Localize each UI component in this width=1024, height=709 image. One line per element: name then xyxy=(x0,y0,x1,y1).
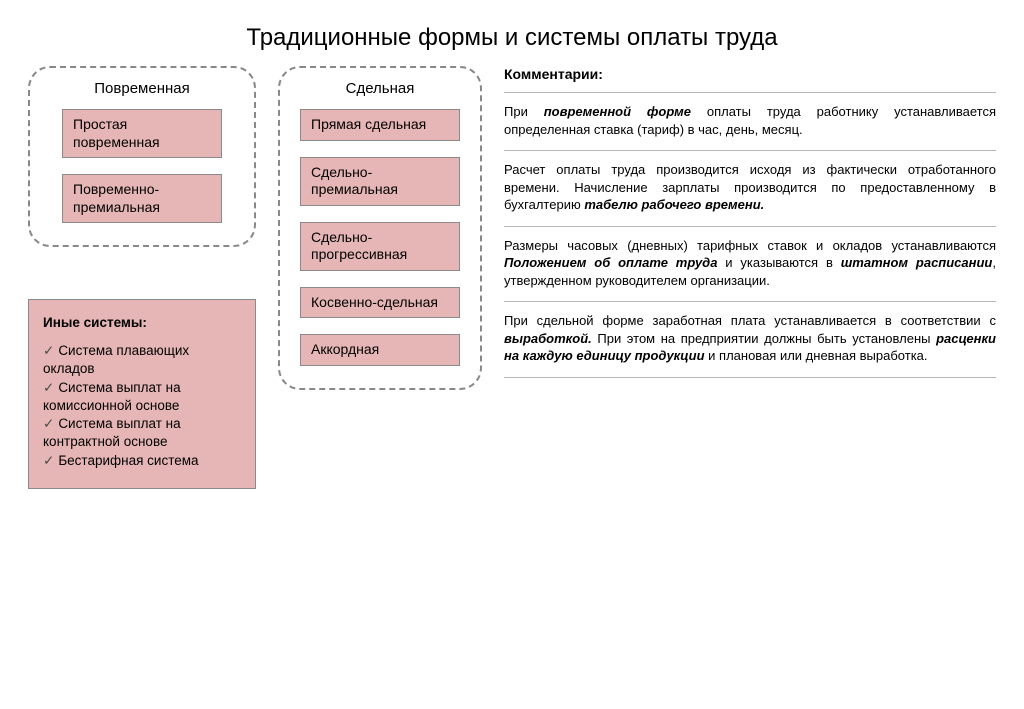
main-row: Повременная Простая повременная Повремен… xyxy=(0,66,1024,489)
node-piece-bonus: Сдельно-премиальная xyxy=(300,157,460,206)
panel-time-based: Повременная Простая повременная Повремен… xyxy=(28,66,256,247)
node-direct-piece: Прямая сдельная xyxy=(300,109,460,141)
other-systems-list: Система плавающих окладов Система выплат… xyxy=(43,342,241,470)
divider xyxy=(504,377,996,378)
column-right: Комментарии: При повременной форме оплат… xyxy=(504,66,996,388)
comment-block: Размеры часовых (дневных) тарифных ставо… xyxy=(504,237,996,290)
node-indirect-piece: Косвенно-сдельная xyxy=(300,287,460,319)
node-time-bonus: Повременно-премиальная xyxy=(62,174,222,223)
list-item: Система выплат на контрактной основе xyxy=(43,415,241,451)
page-title: Традиционные формы и системы оплаты труд… xyxy=(0,0,1024,66)
panel-piecework: Сдельная Прямая сдельная Сдельно-премиал… xyxy=(278,66,482,390)
panel-piecework-title: Сдельная xyxy=(346,80,415,97)
comment-block: Расчет оплаты труда производится исходя … xyxy=(504,161,996,214)
node-simple-time: Простая повременная xyxy=(62,109,222,158)
list-item: Система выплат на комиссионной основе xyxy=(43,379,241,415)
column-mid: Сдельная Прямая сдельная Сдельно-премиал… xyxy=(278,66,482,390)
list-item: Бестарифная система xyxy=(43,452,241,470)
comment-block: При повременной форме оплаты труда работ… xyxy=(504,103,996,138)
comments-heading: Комментарии: xyxy=(504,66,996,82)
panel-other-systems: Иные системы: Система плавающих окладов … xyxy=(28,299,256,489)
divider xyxy=(504,150,996,151)
divider xyxy=(504,92,996,93)
node-accord: Аккордная xyxy=(300,334,460,366)
list-item: Система плавающих окладов xyxy=(43,342,241,378)
panel-time-based-title: Повременная xyxy=(94,80,189,97)
divider xyxy=(504,301,996,302)
panel-other-title: Иные системы: xyxy=(43,314,241,332)
comment-block: При сдельной форме заработная плата уста… xyxy=(504,312,996,365)
column-left: Повременная Простая повременная Повремен… xyxy=(28,66,256,489)
divider xyxy=(504,226,996,227)
node-piece-progressive: Сдельно-прогрессивная xyxy=(300,222,460,271)
